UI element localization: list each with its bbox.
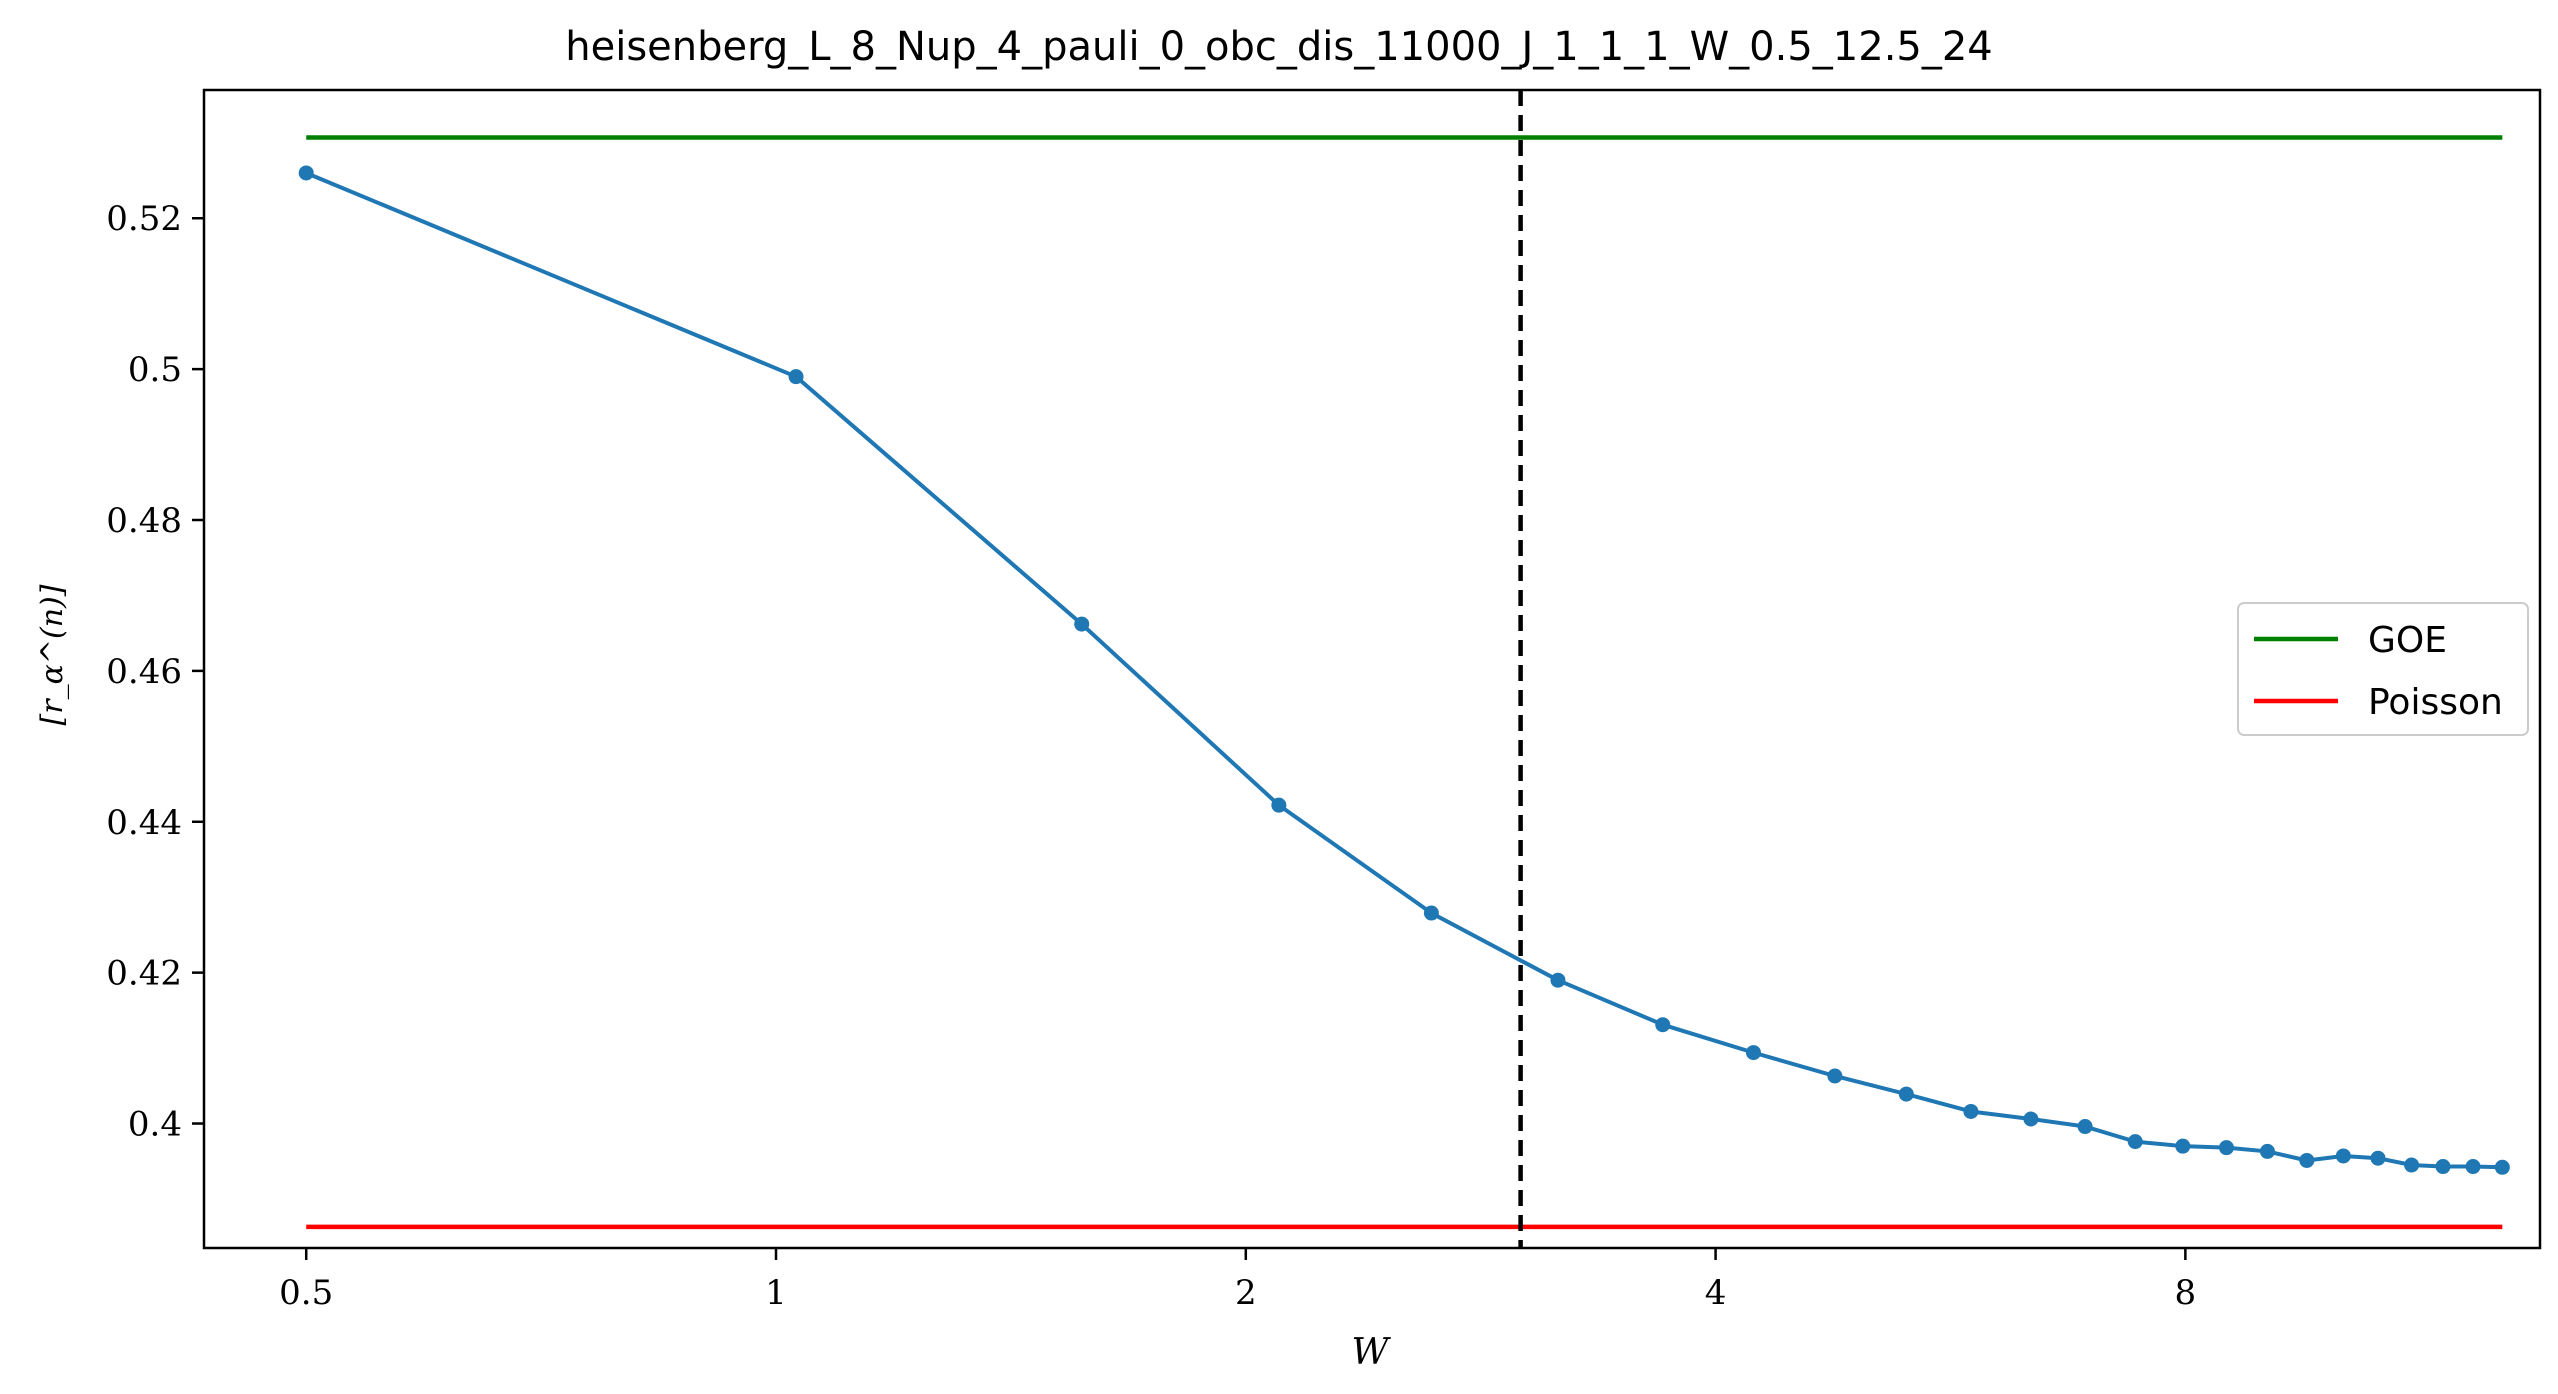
x-tick-label: 1	[765, 1273, 787, 1313]
data-point-22	[2465, 1159, 2481, 1175]
x-tick-label: 4	[1705, 1273, 1727, 1313]
data-point-1	[788, 369, 804, 385]
y-tick-label: 0.44	[106, 803, 182, 843]
data-point-17	[2299, 1152, 2315, 1168]
data-point-5	[1550, 972, 1566, 988]
data-point-19	[2370, 1150, 2386, 1166]
data-point-3	[1271, 797, 1287, 813]
data-point-18	[2335, 1148, 2351, 1164]
data-point-0	[298, 165, 314, 181]
data-point-9	[1898, 1086, 1914, 1102]
data-point-7	[1745, 1045, 1761, 1061]
y-tick-label: 0.46	[106, 652, 182, 692]
series-line-0	[305, 171, 2503, 1170]
data-point-20	[2404, 1157, 2420, 1173]
data-point-8	[1827, 1068, 1843, 1084]
data-point-12	[2077, 1119, 2093, 1135]
data-point-4	[1423, 905, 1439, 921]
x-tick-label: 2	[1235, 1273, 1257, 1313]
data-series	[298, 165, 2510, 1175]
y-tick-label: 0.48	[106, 501, 182, 541]
data-point-23	[2494, 1159, 2510, 1175]
y-tick-label: 0.52	[106, 199, 182, 239]
y-axis-label: [r_α^(n)]	[35, 584, 70, 725]
data-point-15	[2218, 1140, 2234, 1156]
data-point-13	[2127, 1134, 2143, 1150]
x-tick-label: 0.5	[279, 1273, 333, 1313]
y-axis-ticks: 0.4 0.42 0.44 0.46 0.48 0.5 0.52	[106, 199, 204, 1145]
data-point-14	[2175, 1138, 2191, 1154]
data-point-6	[1655, 1017, 1671, 1033]
y-tick-label: 0.4	[128, 1105, 182, 1145]
chart-title: heisenberg_L_8_Nup_4_pauli_0_obc_dis_110…	[565, 24, 1993, 70]
legend-label-goe: GOE	[2368, 620, 2447, 661]
legend: GOE Poisson	[2237, 602, 2529, 736]
x-axis-label: W	[1351, 1332, 1391, 1373]
plot-frame	[202, 88, 2542, 1250]
data-point-10	[1963, 1103, 1979, 1119]
data-point-11	[2023, 1111, 2039, 1127]
data-point-2	[1074, 616, 1090, 632]
y-tick-label: 0.5	[128, 350, 182, 390]
y-tick-label: 0.42	[106, 954, 182, 994]
x-tick-label: 8	[2175, 1273, 2197, 1313]
legend-label-poisson: Poisson	[2368, 682, 2503, 723]
reference-lines	[306, 135, 2503, 1230]
data-point-16	[2259, 1143, 2275, 1159]
data-point-21	[2435, 1159, 2451, 1175]
x-axis-ticks: 0.5 1 2 4 8	[279, 1248, 2196, 1313]
